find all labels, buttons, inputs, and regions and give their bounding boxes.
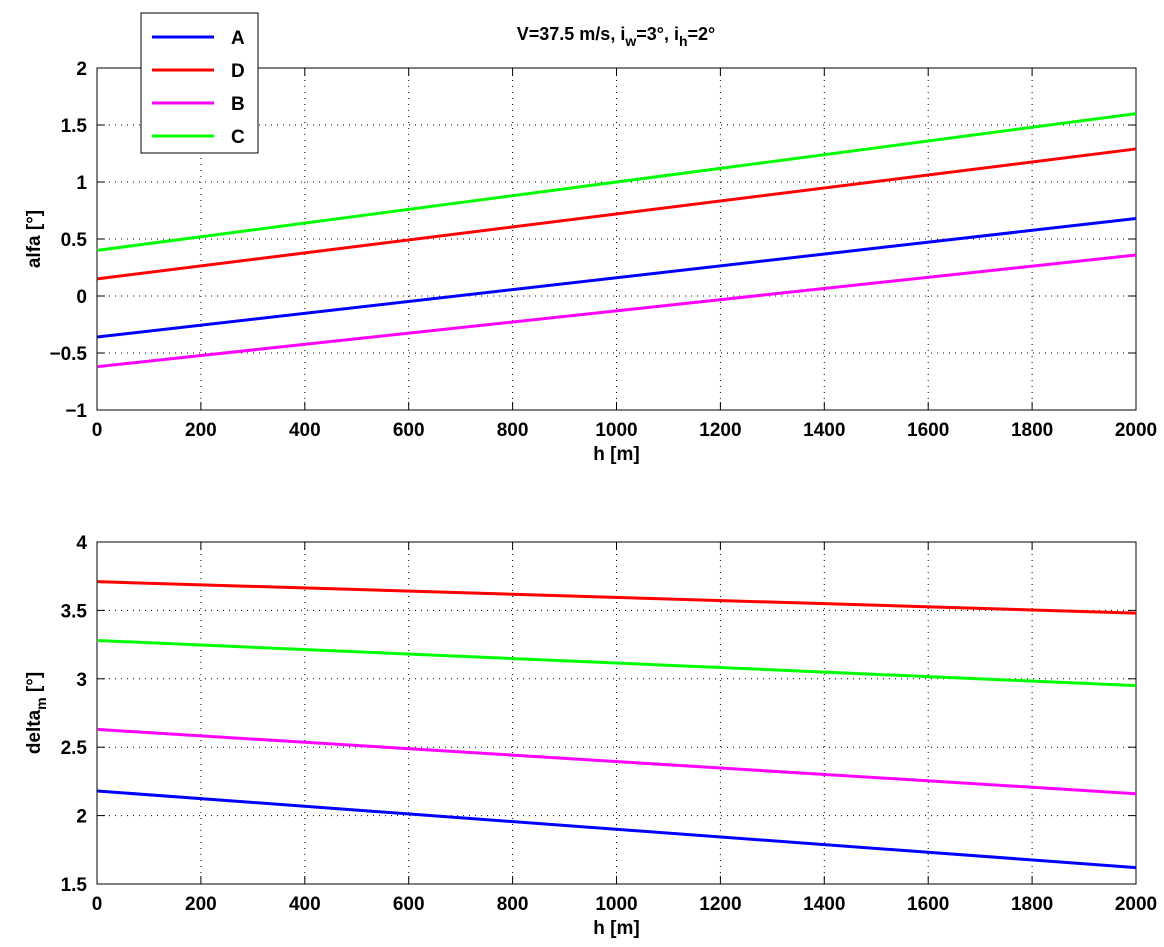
delta-m-series-line-a [96, 789, 1137, 870]
legend-label-d: D [231, 61, 245, 82]
delta-m-x-tick-label: 0 [92, 894, 103, 915]
chart-title-part: V=37.5 m/s, i [517, 24, 626, 44]
delta-m-x-tick-label: 800 [497, 894, 529, 915]
alfa-x-tick-label: 200 [185, 420, 217, 441]
alfa-x-tick-label: 1800 [1011, 420, 1053, 441]
delta-m-x-tick-label: 1200 [699, 894, 741, 915]
chart-title-part: =3°, i [636, 24, 679, 44]
delta-m-x-tick-label: 1400 [803, 894, 845, 915]
alfa-y-tick-label: −0.5 [49, 344, 87, 365]
alfa-plot: 0 200 400 600 800 1000 1200 1400 1600 1800 2000 −1… [24, 24, 1157, 465]
delta-m-x-tick-label: 1600 [907, 894, 949, 915]
chart-title: V=37.5 m/s, iw=3°, ih=2° [517, 24, 716, 49]
alfa-x-tick-labels: 0 200 400 600 800 1000 1200 1400 1600 1800 2000 [92, 420, 1157, 441]
alfa-x-tick-label: 800 [497, 420, 529, 441]
alfa-series-line-b [96, 253, 1137, 369]
alfa-series-lines [96, 112, 1137, 369]
chart-title-sub: w [624, 33, 636, 49]
delta-m-series-lines [96, 580, 1137, 870]
delta-m-ticks [96, 541, 1137, 885]
delta-m-y-tick-label: 2 [76, 807, 87, 828]
delta-m-x-tick-labels: 0 200 400 600 800 1000 1200 1400 1600 1800 2000 [92, 894, 1157, 915]
legend-label-a: A [231, 28, 245, 49]
alfa-x-tick-label: 1400 [803, 420, 845, 441]
delta-m-x-tick-label: 200 [185, 894, 217, 915]
alfa-series-line-d [96, 147, 1137, 281]
alfa-ticks [96, 67, 1137, 411]
delta-m-x-tick-label: 1000 [595, 894, 637, 915]
delta-m-series-line-b [96, 727, 1137, 796]
delta-m-y-tick-labels: 1.5 2 2.5 3 3.5 4 [61, 533, 88, 896]
alfa-x-axis-label: h [m] [593, 444, 639, 465]
delta-m-y-axis-label-post: [°] [24, 672, 45, 698]
alfa-y-tick-labels: −1 −0.5 0 0.5 1 1.5 2 [49, 59, 87, 422]
chart-title-sub: h [679, 33, 688, 49]
legend-label-b: B [231, 94, 245, 115]
delta-m-y-tick-label: 2.5 [61, 738, 88, 759]
alfa-x-tick-label: 2000 [1115, 420, 1157, 441]
alfa-x-tick-label: 400 [289, 420, 321, 441]
alfa-y-tick-label: 0.5 [61, 230, 88, 251]
delta-m-plot: 0 200 400 600 800 1000 1200 1400 1600 1800 2000 1.… [24, 533, 1157, 939]
alfa-y-tick-label: 2 [76, 59, 87, 80]
alfa-y-tick-label: −1 [65, 401, 87, 422]
delta-m-x-tick-label: 1800 [1011, 894, 1053, 915]
delta-m-y-tick-label: 4 [76, 533, 87, 554]
alfa-series-line-c [96, 112, 1137, 252]
delta-m-series-line-d [96, 580, 1137, 615]
alfa-x-tick-label: 0 [92, 420, 103, 441]
alfa-series-line-a [96, 216, 1137, 339]
alfa-x-tick-label: 1600 [907, 420, 949, 441]
alfa-y-tick-label: 1.5 [61, 116, 88, 137]
alfa-y-tick-label: 0 [76, 287, 87, 308]
alfa-y-tick-label: 1 [76, 173, 87, 194]
delta-m-y-axis-label-text: delta [24, 709, 45, 754]
delta-m-x-tick-label: 400 [289, 894, 321, 915]
delta-m-series-line-c [96, 638, 1137, 688]
chart-title-part: =2° [688, 24, 716, 44]
legend-label-c: C [231, 127, 245, 148]
alfa-x-tick-label: 1000 [595, 420, 637, 441]
alfa-y-axis-label-text: alfa [°] [24, 210, 45, 268]
delta-m-x-tick-label: 600 [393, 894, 425, 915]
delta-m-y-axis-label: deltam [°] [24, 672, 49, 754]
delta-m-x-axis-label: h [m] [593, 918, 639, 939]
delta-m-y-tick-label: 3.5 [61, 601, 88, 622]
delta-m-y-axis-label-sub: m [33, 697, 49, 709]
alfa-x-tick-label: 1200 [699, 420, 741, 441]
delta-m-y-tick-label: 1.5 [61, 875, 88, 896]
delta-m-x-tick-label: 2000 [1115, 894, 1157, 915]
alfa-x-tick-label: 600 [393, 420, 425, 441]
alfa-y-axis-label: alfa [°] [24, 210, 45, 268]
delta-m-y-tick-label: 3 [76, 670, 87, 691]
